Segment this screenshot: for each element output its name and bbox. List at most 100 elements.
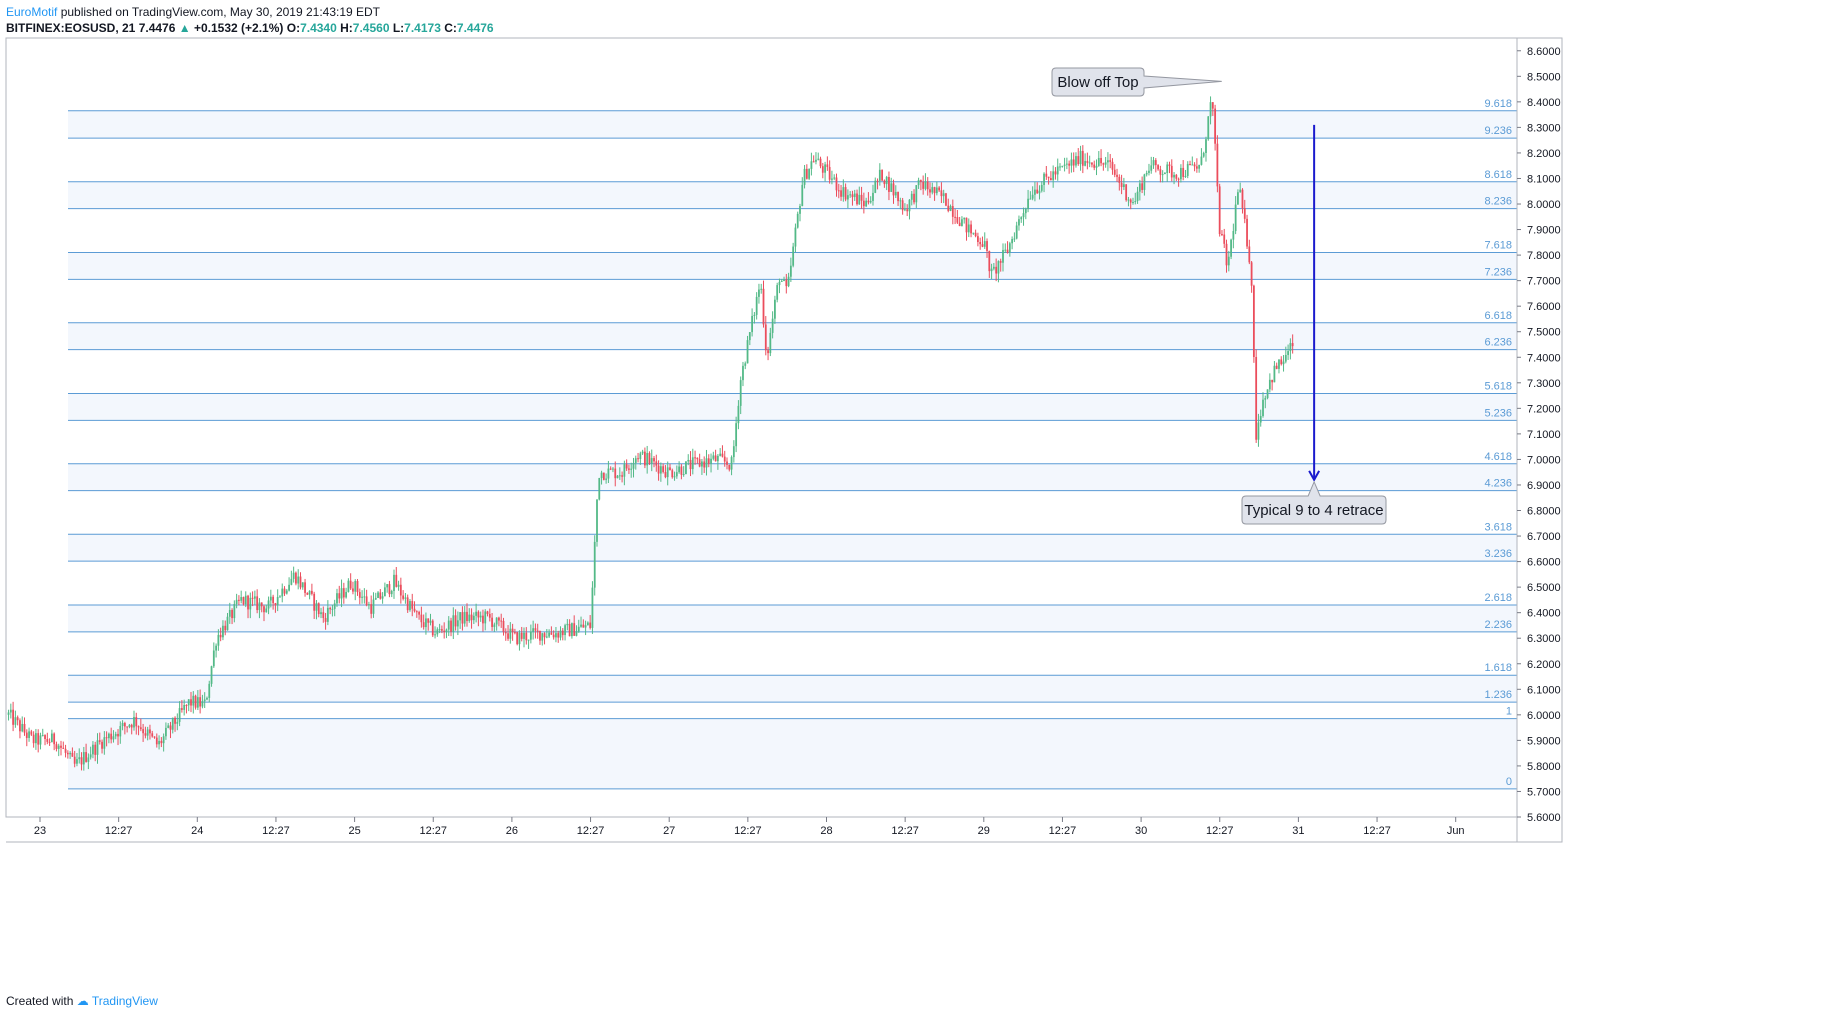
retrace-arrow[interactable] <box>1308 124 1321 482</box>
candle-body <box>418 611 420 615</box>
candle-body <box>648 453 651 464</box>
candle-body <box>64 748 67 753</box>
candle-body <box>710 458 712 464</box>
candle-body <box>28 731 30 738</box>
candle-body <box>799 205 801 214</box>
candle-body <box>637 458 639 460</box>
candle-body <box>625 464 628 469</box>
candle-body <box>224 625 227 631</box>
candle-body <box>1024 208 1027 214</box>
candle-body <box>295 572 297 584</box>
candle-body <box>101 741 103 749</box>
candle-body <box>381 596 384 599</box>
candle-body <box>1271 379 1274 383</box>
blow-off-top-callout[interactable]: Blow off Top <box>1051 67 1222 97</box>
candle-body <box>149 729 151 734</box>
candle-body <box>691 457 694 470</box>
candle-body <box>917 180 920 186</box>
time-tick-label: 12:27 <box>891 825 919 837</box>
candle-body <box>901 200 904 211</box>
candle-body <box>986 241 988 251</box>
candle-body <box>518 632 521 645</box>
fib-label: 1.618 <box>1484 662 1512 674</box>
candle-body <box>1216 143 1219 187</box>
candle-body <box>269 596 272 601</box>
candle-body <box>623 464 626 477</box>
candle-body <box>876 180 879 182</box>
price-axis[interactable]: 8.6000 8.5000 8.4000 8.3000 8.2000 8.1000 8.00… <box>1517 46 1561 824</box>
retrace-callout[interactable]: Typical 9 to 4 retrace <box>1241 480 1387 525</box>
candle-body <box>1246 218 1248 247</box>
candle-body <box>872 192 874 201</box>
candle-body <box>983 241 986 247</box>
candle-body <box>758 289 760 297</box>
candle-body <box>1138 183 1141 192</box>
candle-body <box>995 266 998 274</box>
candle-body <box>463 611 466 624</box>
price-tick-label: 7.2000 <box>1527 403 1561 415</box>
candle-body <box>468 614 471 621</box>
created-with-text: Created with <box>6 994 74 1008</box>
candle-body <box>657 465 660 474</box>
symbol-line: BITFINEX:EOSUSD, 21 7.4476 ▲ +0.1532 (+2… <box>6 20 494 36</box>
candle-body <box>682 474 685 476</box>
candle-body <box>1154 160 1157 166</box>
candle-body <box>472 615 475 621</box>
price-tick-label: 8.2000 <box>1527 148 1561 160</box>
candle-body <box>577 626 580 632</box>
candle-body <box>582 624 585 628</box>
candle-body <box>1038 190 1041 194</box>
candle-body <box>347 580 350 592</box>
candle-body <box>415 611 418 613</box>
candle-body <box>98 740 101 742</box>
time-axis[interactable]: 23 12:27 24 12:27 25 12:27 26 12:27 27 12:27 28 12:… <box>34 817 1465 837</box>
candle-body <box>1109 160 1112 162</box>
candle-body <box>406 597 409 611</box>
candle-body <box>516 632 519 645</box>
candle-body <box>85 752 87 762</box>
candle-body <box>846 195 849 200</box>
candle-body <box>1095 165 1098 168</box>
candle-body <box>1072 159 1075 166</box>
price-tick-label: 6.7000 <box>1527 531 1561 543</box>
candle-body <box>726 461 728 465</box>
candle-body <box>155 737 158 745</box>
candle-body <box>92 744 94 755</box>
price-chart[interactable]: 9.618 9.236 8.618 8.236 7.618 7.236 6.618 6.236… <box>0 0 1828 990</box>
price-tick-label: 6.8000 <box>1527 506 1561 518</box>
candle-body <box>586 622 589 626</box>
candle-body <box>1018 219 1020 226</box>
candle-body <box>422 622 425 628</box>
fib-label: 0 <box>1506 776 1512 788</box>
candle-body <box>771 318 774 333</box>
candle-body <box>1065 163 1068 165</box>
candle-body <box>1218 186 1221 235</box>
candle-body <box>89 754 92 758</box>
fib-label: 2.236 <box>1484 619 1512 631</box>
candle-body <box>299 576 302 588</box>
candle-body <box>66 752 69 755</box>
fib-label: 4.618 <box>1484 451 1512 463</box>
candle-body <box>399 584 402 596</box>
fib-band <box>68 605 1517 632</box>
author-link[interactable]: EuroMotif <box>6 5 58 19</box>
candle-body <box>894 191 897 196</box>
candle-body <box>748 332 751 341</box>
candle-body <box>288 584 290 591</box>
candle-body <box>374 597 377 600</box>
candle-body <box>322 612 325 618</box>
price-tick-label: 6.6000 <box>1527 557 1561 569</box>
candle-body <box>714 455 717 462</box>
candle-body <box>292 572 295 579</box>
candle-body <box>783 279 785 281</box>
candle-body <box>897 191 899 202</box>
candle-body <box>990 268 993 272</box>
candle-body <box>1257 422 1260 440</box>
candle-body <box>732 446 735 458</box>
candle-body <box>377 592 379 598</box>
candle-body <box>513 632 516 634</box>
tradingview-link[interactable]: TradingView <box>91 994 158 1008</box>
candle-body <box>694 457 696 459</box>
candle-body <box>1047 176 1050 179</box>
time-tick-label: 12:27 <box>419 825 447 837</box>
